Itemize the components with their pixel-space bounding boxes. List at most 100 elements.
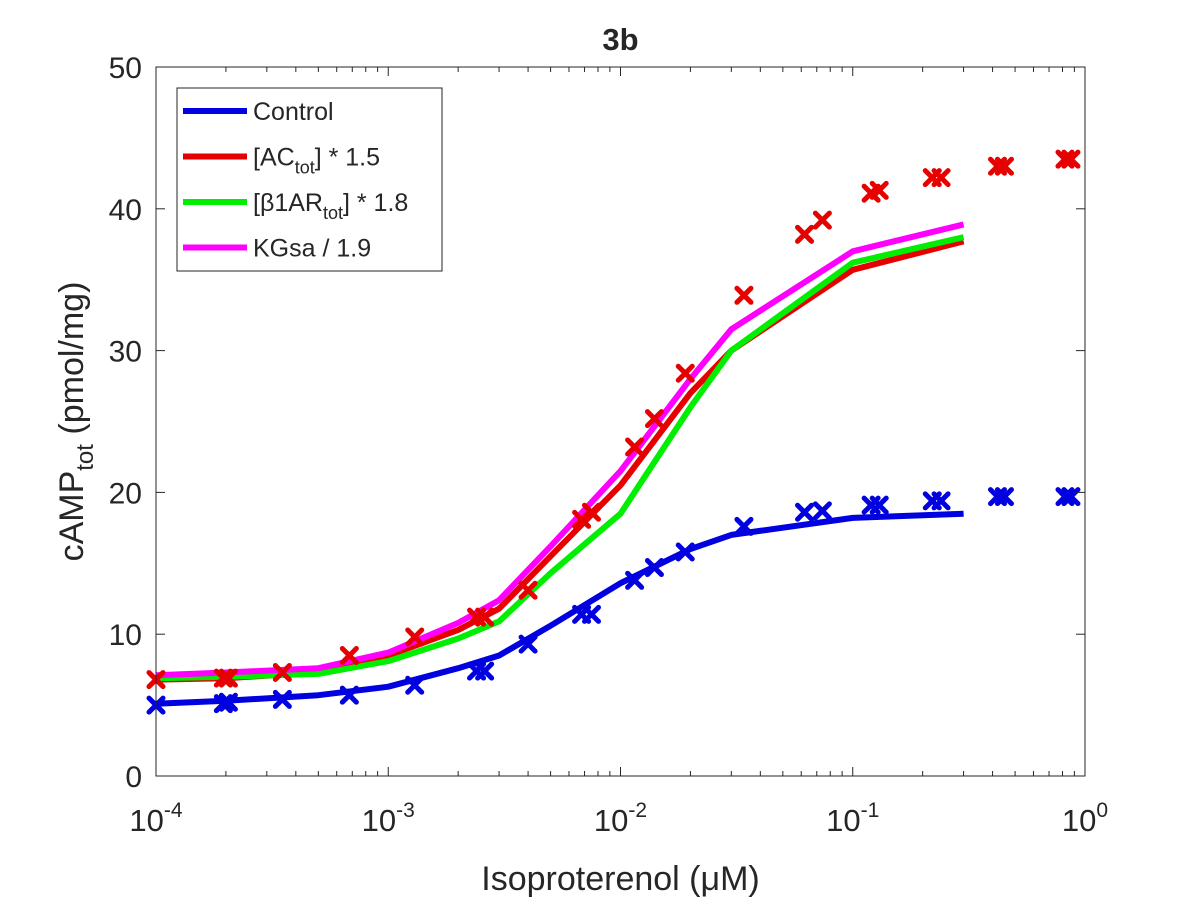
legend-label-subscript: tot (323, 203, 343, 223)
data-point-2-17 (812, 210, 832, 230)
data-point-1-8 (475, 661, 495, 681)
series-line-3 (155, 234, 965, 682)
series-line-4 (155, 221, 965, 679)
x-tick-base: 10 (594, 803, 628, 838)
x-tick-label: 10-4 (129, 799, 182, 838)
data-point-1-5 (339, 685, 359, 705)
marker-stroke (869, 495, 889, 515)
marker-stroke (644, 558, 664, 578)
legend-label-main: KGsa / 1.9 (253, 235, 371, 263)
marker-stroke (518, 580, 538, 600)
marker-stroke (405, 675, 425, 695)
marker-stroke (475, 661, 495, 681)
data-point-1-21 (931, 491, 951, 511)
data-point-2-16 (795, 224, 815, 244)
y-label-subscript: tot (72, 444, 99, 471)
y-tick-label: 20 (109, 477, 142, 510)
legend-item-3: [β1ARtot] * 1.8 (183, 189, 408, 223)
legend: Control[ACtot] * 1.5[β1ARtot] * 1.8KGsa … (176, 87, 443, 272)
y-tick-label: 40 (109, 194, 142, 227)
x-tick-base: 10 (362, 803, 396, 838)
marker-stroke (518, 634, 538, 654)
marker-stroke (644, 409, 664, 429)
y-tick-label: 0 (125, 761, 142, 794)
data-point-1-6 (405, 675, 425, 695)
data-point-2-19 (869, 180, 889, 200)
marker-stroke (795, 224, 815, 244)
data-point-2-9 (518, 580, 538, 600)
data-point-2-23 (994, 156, 1014, 176)
marker-stroke (812, 210, 832, 230)
marker-stroke (405, 627, 425, 647)
data-point-2-4 (272, 662, 292, 682)
chart-title: 3b (602, 22, 638, 57)
legend-label: [ACtot] * 1.5 (253, 144, 380, 178)
legend-label-main: Control (253, 98, 334, 126)
y-tick-label: 10 (109, 619, 142, 652)
marker-stroke (1061, 487, 1081, 507)
marker-stroke (581, 502, 601, 522)
legend-box (176, 87, 443, 272)
legend-label: [β1ARtot] * 1.8 (253, 189, 408, 223)
x-tick-base: 10 (129, 803, 163, 838)
legend-label: Control (253, 98, 334, 126)
marker-stroke (931, 491, 951, 511)
marker-stroke (795, 502, 815, 522)
data-point-1-9 (518, 634, 538, 654)
x-tick-label: 100 (1062, 799, 1108, 838)
marker-stroke (734, 285, 754, 305)
data-point-1-25 (1061, 487, 1081, 507)
x-tick-exponent: -2 (628, 799, 647, 822)
x-tick-label: 10-1 (826, 799, 879, 838)
data-point-2-21 (931, 168, 951, 188)
series-layer (146, 149, 1081, 715)
data-point-1-15 (734, 516, 754, 536)
data-point-2-13 (644, 409, 664, 429)
y-axis-label: cAMPtot (pmol/mg) (53, 282, 99, 562)
legend-item-1: Control (183, 98, 334, 126)
x-tick-base: 10 (826, 803, 860, 838)
marker-stroke (734, 516, 754, 536)
data-point-2-14 (675, 363, 695, 383)
marker-stroke (213, 668, 233, 688)
legend-item-2: [ACtot] * 1.5 (183, 144, 380, 178)
data-point-2-6 (405, 627, 425, 647)
legend-label-subscript: tot (295, 158, 315, 178)
data-point-2-5 (339, 645, 359, 665)
legend-label-main: [β1AR (253, 189, 323, 217)
marker-stroke (994, 156, 1014, 176)
marker-stroke (581, 604, 601, 624)
data-point-1-17 (812, 501, 832, 521)
data-point-2-25 (1061, 149, 1081, 169)
x-tick-exponent: -4 (164, 799, 183, 822)
data-point-1-3 (218, 692, 238, 712)
data-point-2-15 (734, 285, 754, 305)
y-tick-label: 30 (109, 336, 142, 369)
y-label-unit: (pmol/mg) (53, 282, 91, 444)
marker-stroke (869, 180, 889, 200)
marker-stroke (339, 685, 359, 705)
marker-stroke (625, 437, 645, 457)
marker-stroke (339, 645, 359, 665)
data-point-1-19 (869, 495, 889, 515)
marker-stroke (218, 692, 238, 712)
marker-stroke (931, 168, 951, 188)
legend-label-suffix: ] * 1.8 (343, 189, 408, 217)
marker-stroke (218, 668, 238, 688)
y-tick-label: 50 (109, 52, 142, 85)
marker-stroke (812, 501, 832, 521)
legend-label: KGsa / 1.9 (253, 235, 371, 263)
marker-stroke (272, 662, 292, 682)
x-tick-base: 10 (1062, 803, 1096, 838)
marker-stroke (475, 607, 495, 627)
x-axis-label: Isoproterenol (μM) (481, 860, 759, 898)
data-point-1-16 (795, 502, 815, 522)
data-point-2-8 (475, 607, 495, 627)
x-tick-exponent: -3 (396, 799, 415, 822)
marker-stroke (272, 689, 292, 709)
legend-label-main: [AC (253, 144, 295, 172)
legend-item-4: KGsa / 1.9 (183, 235, 371, 263)
data-point-2-11 (581, 502, 601, 522)
